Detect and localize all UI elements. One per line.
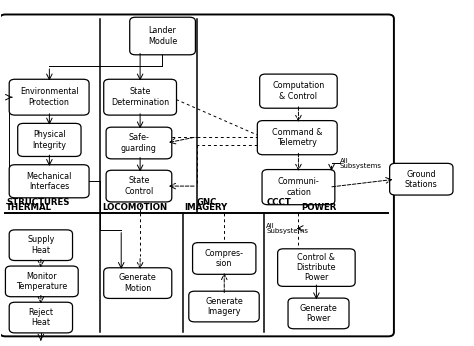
Text: Mechanical
Interfaces: Mechanical Interfaces	[27, 172, 72, 191]
FancyBboxPatch shape	[104, 79, 176, 115]
FancyBboxPatch shape	[5, 266, 78, 297]
FancyBboxPatch shape	[104, 268, 172, 299]
FancyBboxPatch shape	[192, 243, 256, 274]
FancyBboxPatch shape	[9, 79, 89, 115]
Text: State
Control: State Control	[124, 176, 154, 196]
Text: STRUCTURES: STRUCTURES	[6, 199, 70, 208]
Text: LOCOMOTION: LOCOMOTION	[102, 203, 167, 212]
Text: Subsystems: Subsystems	[339, 163, 382, 169]
Text: Monitor
Temperature: Monitor Temperature	[16, 272, 67, 291]
FancyBboxPatch shape	[9, 302, 73, 333]
FancyBboxPatch shape	[106, 170, 172, 202]
Text: Control &
Distribute
Power: Control & Distribute Power	[297, 253, 336, 282]
Text: Generate
Imagery: Generate Imagery	[205, 297, 243, 316]
Text: State
Determination: State Determination	[111, 88, 169, 107]
FancyBboxPatch shape	[130, 17, 195, 55]
Text: Reject
Heat: Reject Heat	[28, 308, 54, 327]
Text: Generate
Motion: Generate Motion	[119, 273, 156, 293]
FancyBboxPatch shape	[262, 170, 335, 205]
Text: Computation
& Control: Computation & Control	[273, 81, 325, 101]
Text: Lander
Module: Lander Module	[148, 26, 177, 46]
Text: POWER: POWER	[301, 203, 336, 212]
FancyBboxPatch shape	[0, 15, 394, 336]
Text: Physical
Integrity: Physical Integrity	[32, 130, 66, 149]
Text: GNC: GNC	[197, 199, 217, 208]
FancyBboxPatch shape	[278, 249, 355, 286]
Text: Compres-
sion: Compres- sion	[205, 249, 244, 268]
Text: Environmental
Protection: Environmental Protection	[20, 88, 79, 107]
Text: IMAGERY: IMAGERY	[184, 203, 228, 212]
FancyBboxPatch shape	[106, 127, 172, 159]
FancyBboxPatch shape	[9, 230, 73, 261]
FancyBboxPatch shape	[189, 291, 259, 322]
Text: Safe-
guarding: Safe- guarding	[121, 133, 157, 153]
FancyBboxPatch shape	[260, 74, 337, 108]
FancyBboxPatch shape	[288, 298, 349, 329]
Text: Ground
Stations: Ground Stations	[405, 170, 438, 189]
FancyBboxPatch shape	[9, 165, 89, 198]
Text: All: All	[266, 224, 275, 229]
Text: Generate
Power: Generate Power	[300, 304, 337, 323]
Text: Subsystems: Subsystems	[266, 228, 308, 234]
FancyBboxPatch shape	[18, 124, 81, 156]
FancyBboxPatch shape	[390, 163, 453, 195]
Text: Supply
Heat: Supply Heat	[27, 236, 55, 255]
Text: All: All	[339, 158, 348, 164]
Text: THERMAL: THERMAL	[6, 203, 52, 212]
FancyBboxPatch shape	[257, 121, 337, 155]
Text: CCCT: CCCT	[266, 199, 291, 208]
Text: Communi-
cation: Communi- cation	[278, 177, 319, 197]
Text: Command &
Telemetry: Command & Telemetry	[272, 128, 322, 147]
